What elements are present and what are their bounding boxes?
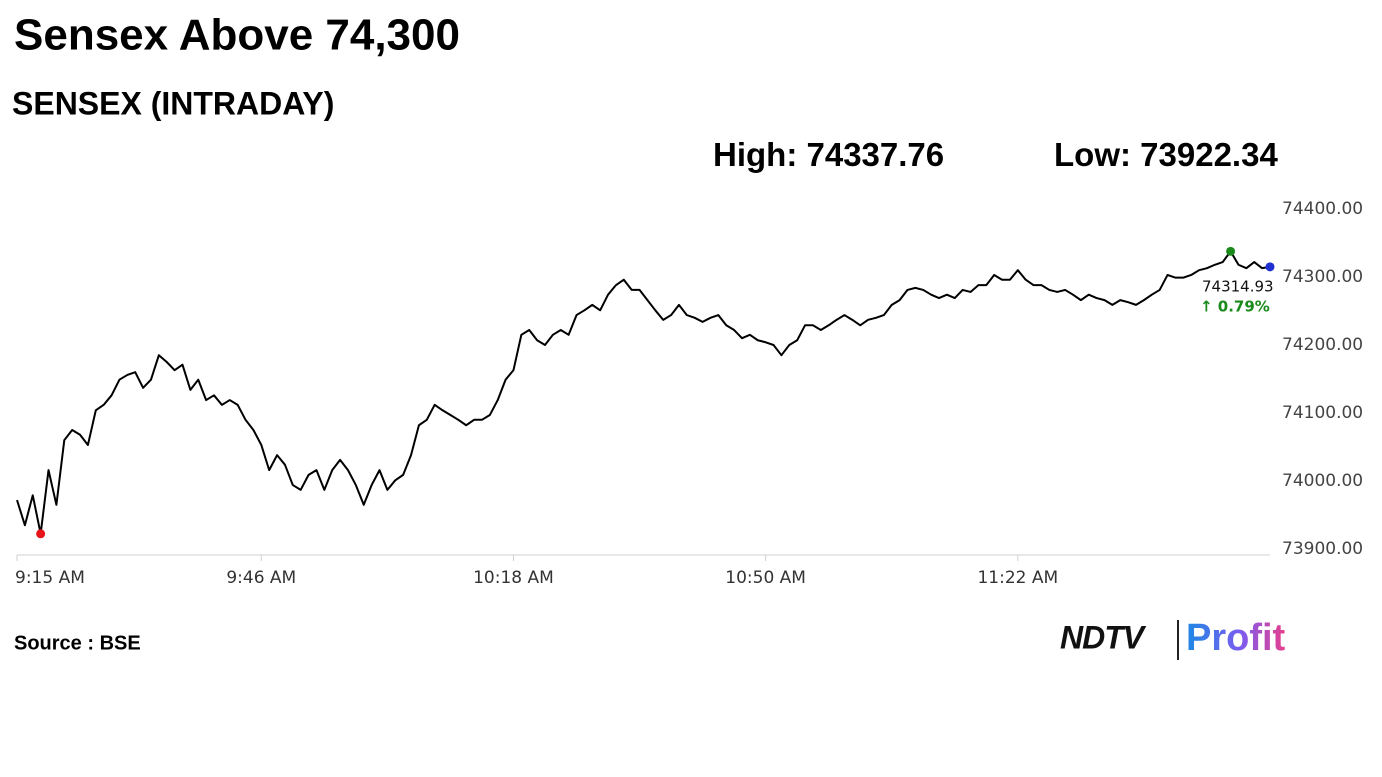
y-tick-label: 74400.00 xyxy=(1282,199,1363,219)
low-value: 73922.34 xyxy=(1140,136,1278,173)
price-line xyxy=(16,250,1271,535)
y-tick-label: 74100.00 xyxy=(1282,403,1363,423)
y-tick-label: 74000.00 xyxy=(1282,471,1363,491)
low-text: Low: 73922.34 xyxy=(1054,136,1278,173)
chart-title: Sensex Above 74,300 xyxy=(14,11,460,60)
last-value-label: 74314.93 xyxy=(1202,278,1274,296)
y-tick-label: 74200.00 xyxy=(1282,335,1363,355)
high-label: High: xyxy=(713,136,797,173)
high-text: High: 74337.76 xyxy=(713,136,944,173)
x-tick-label: 9:46 AM xyxy=(226,568,296,588)
low-label: Low: xyxy=(1054,136,1131,173)
x-tick-label: 11:22 AM xyxy=(977,568,1058,588)
source: Source : BSE xyxy=(14,632,141,654)
x-tick-label: 9:15 AM xyxy=(15,568,85,588)
x-tick-label: 10:50 AM xyxy=(725,568,806,588)
chart-subtitle: SENSEX (INTRADAY) xyxy=(12,85,334,121)
y-tick-label: 73900.00 xyxy=(1282,539,1363,559)
brand-ndtv: NDTV xyxy=(1060,619,1147,655)
brand-profit: Profit xyxy=(1186,617,1286,659)
high-value: 74337.76 xyxy=(806,136,944,173)
high-marker xyxy=(1226,246,1236,256)
low-marker xyxy=(36,529,46,539)
change-label: ↑ 0.79% xyxy=(1200,298,1270,316)
x-tick-label: 10:18 AM xyxy=(473,568,554,588)
last-marker xyxy=(1265,262,1275,272)
y-tick-label: 74300.00 xyxy=(1282,267,1363,287)
